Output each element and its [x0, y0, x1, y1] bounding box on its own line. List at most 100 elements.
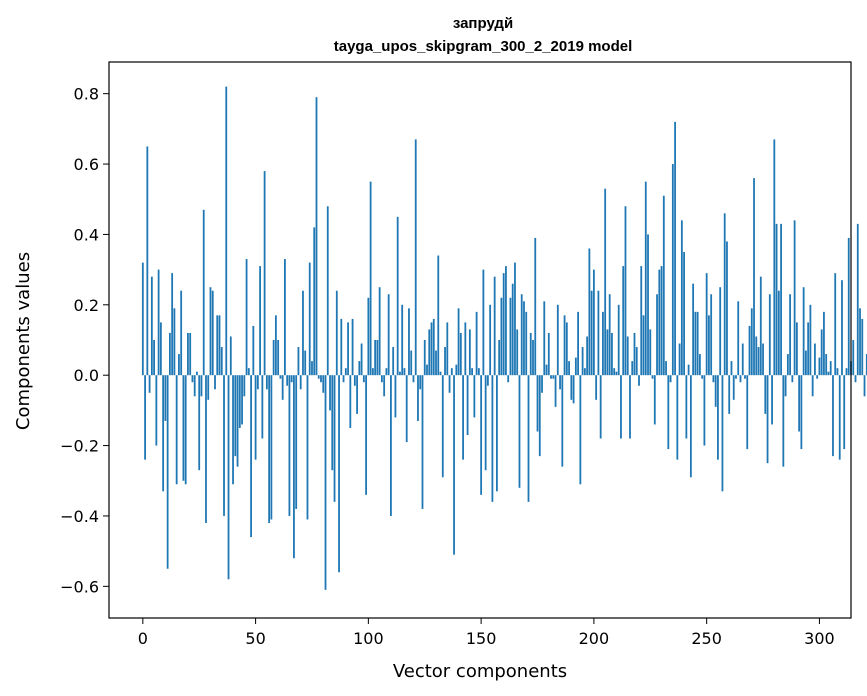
bar-3 [148, 375, 151, 393]
bar-270 [750, 308, 753, 376]
bar-10 [164, 375, 167, 421]
x-tick-label: 300 [804, 629, 835, 648]
bar-52 [259, 266, 261, 376]
bar-291 [798, 375, 801, 432]
bar-202 [597, 290, 600, 376]
bar-156 [493, 276, 496, 376]
plot-frame [108, 61, 852, 619]
y-tick-label: 0.6 [74, 155, 99, 174]
bar-73 [306, 375, 309, 520]
bar-158 [498, 340, 501, 376]
bar-146 [471, 368, 473, 376]
bar-204 [602, 311, 604, 376]
bar-245 [694, 311, 697, 376]
bar-134 [444, 347, 446, 376]
bar-119 [410, 350, 413, 376]
bar-154 [489, 304, 492, 376]
bar-315 [852, 340, 855, 376]
bar-301 [820, 329, 823, 376]
bar-143 [464, 322, 467, 376]
bar-141 [459, 332, 462, 376]
chart-title-line-2: tayga_upos_skipgram_300_2_2019 model [334, 38, 633, 55]
bar-266 [741, 343, 744, 376]
bar-36 [223, 375, 225, 516]
bar-214 [624, 206, 627, 376]
bar-125 [423, 340, 426, 376]
bar-257 [721, 375, 724, 492]
bar-54 [263, 171, 266, 376]
bar-67 [293, 375, 295, 559]
bar-75 [311, 361, 313, 376]
bar-19 [184, 375, 187, 485]
bar-184 [556, 304, 559, 376]
bar-81 [324, 375, 327, 590]
bar-172 [529, 332, 532, 376]
bar-183 [554, 375, 557, 407]
bar-103 [374, 340, 377, 376]
bar-6 [155, 375, 158, 446]
bar-256 [719, 287, 722, 376]
bar-45 [243, 375, 246, 397]
bar-34 [218, 315, 221, 376]
bar-164 [511, 283, 514, 376]
bar-283 [780, 223, 782, 376]
bar-26 [200, 375, 203, 397]
bar-70 [299, 375, 302, 390]
bar-181 [550, 375, 552, 379]
bar-136 [448, 375, 451, 393]
bar-209 [613, 368, 616, 376]
bar-268 [746, 375, 749, 450]
bar-40 [232, 375, 234, 485]
y-tick-label: 0.8 [74, 85, 99, 104]
bar-186 [561, 375, 564, 467]
bar-27 [202, 209, 205, 376]
bar-193 [577, 311, 579, 376]
bar-95 [356, 375, 358, 414]
bar-132 [439, 371, 442, 376]
bar-64 [286, 375, 289, 386]
bar-223 [644, 181, 647, 376]
bar-203 [599, 375, 602, 439]
bar-128 [430, 322, 433, 376]
x-tick-label: 250 [691, 629, 722, 648]
y-tick-label: −0.2 [60, 437, 99, 456]
bar-97 [360, 343, 363, 376]
bar-238 [678, 343, 681, 376]
bar-82 [326, 206, 329, 376]
bar-88 [340, 318, 343, 376]
bar-60 [277, 340, 280, 376]
bar-295 [807, 322, 810, 376]
bar-56 [268, 375, 271, 523]
bar-90 [344, 368, 347, 376]
bar-32 [214, 375, 216, 390]
bar-302 [823, 311, 825, 376]
bar-262 [732, 375, 735, 400]
bar-207 [608, 294, 611, 376]
bar-190 [570, 375, 573, 400]
bar-317 [856, 223, 859, 376]
bar-229 [658, 269, 661, 376]
bar-148 [475, 311, 478, 376]
bar-161 [505, 266, 507, 376]
bar-65 [288, 375, 291, 516]
bar-263 [735, 375, 737, 379]
bar-48 [250, 375, 252, 538]
bar-138 [453, 375, 455, 555]
bar-76 [313, 227, 316, 376]
bar-319 [861, 318, 864, 376]
bar-50 [254, 375, 257, 460]
bar-227 [653, 375, 656, 425]
bar-49 [252, 325, 255, 376]
bar-150 [480, 375, 483, 495]
bar-22 [191, 375, 194, 383]
bar-311 [843, 375, 846, 450]
y-axis-ticks: −0.6 −0.4 −0.2 0.0 0.2 0.4 0.6 0.8 [60, 85, 109, 596]
bar-197 [586, 336, 589, 376]
bar-212 [620, 375, 622, 439]
bar-243 [689, 375, 692, 478]
bar-272 [755, 336, 758, 376]
bar-130 [435, 350, 437, 376]
bar-282 [777, 290, 780, 376]
bar-2 [146, 146, 149, 376]
bar-155 [491, 375, 494, 502]
